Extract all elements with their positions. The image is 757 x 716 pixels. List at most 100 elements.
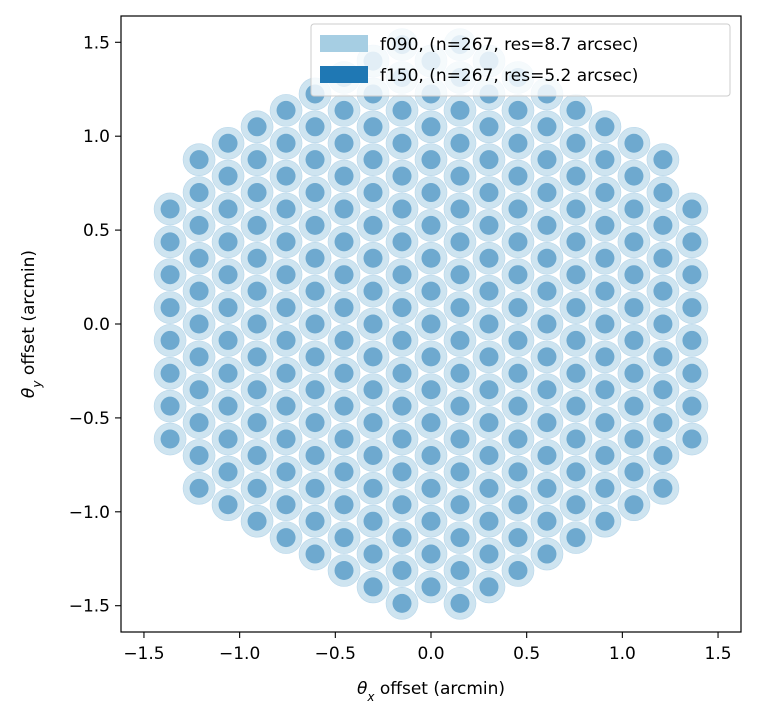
beam-point-s1-114 [392,330,412,350]
beam-point-s1-22 [218,396,238,416]
beam-point-s1-38 [247,281,267,301]
beam-point-s1-202 [537,215,557,235]
beam-point-s1-248 [653,413,673,433]
beam-point-s1-138 [421,117,441,137]
x-tick-label-2: −0.5 [315,644,356,664]
beam-point-s1-218 [566,166,586,186]
beam-point-s1-245 [624,133,644,153]
beam-point-s1-71 [305,117,325,137]
legend-label-f090: f090, (n=267, res=8.7 arcsec) [380,35,638,55]
beam-point-s1-120 [392,133,412,153]
beam-point-s1-108 [392,528,412,548]
beam-point-s1-232 [595,150,615,170]
beam-point-s1-246 [653,478,673,498]
beam-point-s1-115 [392,298,412,318]
beam-point-s1-152 [450,232,470,252]
x-tick-label-5: 1.0 [609,644,636,664]
beam-point-s1-2 [160,363,180,383]
beam-point-s1-40 [247,215,267,235]
beam-point-s1-79 [334,363,354,383]
beam-point-s1-98 [363,281,383,301]
beam-point-s1-56 [276,133,296,153]
beam-point-s1-4 [160,298,180,318]
beam-point-s1-95 [363,380,383,400]
beam-point-s1-163 [479,445,499,465]
beam-point-s1-226 [595,347,615,367]
beam-point-s1-161 [479,511,499,531]
beam-point-s1-189 [508,133,528,153]
beam-point-s1-219 [566,133,586,153]
beam-point-s1-61 [305,445,325,465]
beam-point-s1-146 [450,429,470,449]
beam-point-s1-217 [566,199,586,219]
beam-point-s1-147 [450,396,470,416]
beam-point-s1-133 [421,281,441,301]
beam-point-s1-221 [595,511,615,531]
beam-point-s1-91 [363,511,383,531]
beam-point-s1-99 [363,248,383,268]
beam-point-s1-211 [566,396,586,416]
beam-point-s1-113 [392,363,412,383]
beam-point-s1-240 [624,298,644,318]
beam-point-s1-45 [276,495,296,515]
beam-point-s1-66 [305,281,325,301]
beam-point-s1-180 [508,429,528,449]
beam-point-s1-251 [653,314,673,334]
beam-point-s1-54 [276,199,296,219]
beam-point-s1-185 [508,265,528,285]
beam-point-s1-21 [218,429,238,449]
beam-point-s1-253 [653,248,673,268]
beam-point-s1-168 [479,281,499,301]
beam-point-s1-116 [392,265,412,285]
beam-point-s1-112 [392,396,412,416]
legend-swatch-f150 [320,66,368,83]
y-tick-label-6: 1.5 [83,33,110,53]
beam-point-s1-67 [305,248,325,268]
beam-point-s1-173 [479,117,499,137]
beam-point-s1-111 [392,429,412,449]
beam-point-s1-187 [508,199,528,219]
beam-point-s1-84 [334,199,354,219]
beam-point-s1-176 [508,560,528,580]
beam-point-s1-94 [363,413,383,433]
beam-point-s1-18 [189,150,209,170]
beam-point-s1-26 [218,265,238,285]
beam-point-s1-58 [305,544,325,564]
beam-point-s1-31 [247,511,267,531]
x-tick-label-1: −1.0 [219,644,260,664]
beam-point-s1-32 [247,478,267,498]
beam-point-s1-195 [537,445,557,465]
beam-point-s1-145 [450,462,470,482]
beam-point-s1-42 [247,150,267,170]
beam-point-s1-258 [682,396,702,416]
beam-point-s1-7 [160,199,180,219]
beam-point-s1-8 [189,478,209,498]
beam-point-s1-30 [218,133,238,153]
beam-point-s1-81 [334,298,354,318]
beam-point-s1-57 [276,100,296,120]
beam-point-s1-1 [160,396,180,416]
beam-point-s1-204 [537,150,557,170]
beam-point-s1-62 [305,413,325,433]
beam-point-s1-181 [508,396,528,416]
beam-point-s1-213 [566,330,586,350]
beam-point-s1-178 [508,495,528,515]
beam-point-s1-197 [537,380,557,400]
beam-point-s1-165 [479,380,499,400]
beam-point-s1-227 [595,314,615,334]
legend: f090, (n=267, res=8.7 arcsec) f150, (n=2… [310,23,731,97]
beam-point-s1-250 [653,347,673,367]
beam-point-s1-264 [682,199,702,219]
beam-point-s1-235 [624,462,644,482]
beam-point-s1-177 [508,528,528,548]
beam-point-s1-102 [363,150,383,170]
beam-point-s1-193 [537,511,557,531]
beam-point-s1-154 [450,166,470,186]
beam-point-s1-233 [595,117,615,137]
beam-point-s1-55 [276,166,296,186]
beam-point-s1-47 [276,429,296,449]
beam-point-s1-257 [682,429,702,449]
beam-point-s1-6 [160,232,180,252]
beam-point-s1-110 [392,462,412,482]
x-axis-label: θx offset (arcmin) [357,679,505,704]
